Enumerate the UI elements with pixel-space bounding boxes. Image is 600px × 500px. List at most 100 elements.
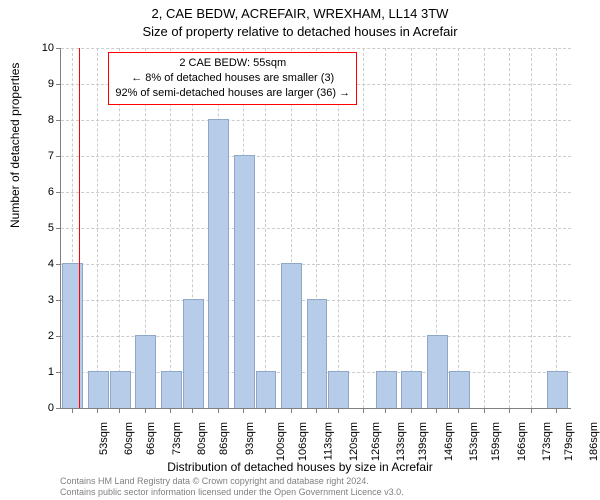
ytick-mark (56, 264, 61, 265)
gridline-v (363, 48, 364, 408)
xtick-mark (363, 408, 364, 413)
xtick-mark (119, 408, 120, 413)
xtick-label: 133sqm (395, 422, 407, 461)
xtick-mark (411, 408, 412, 413)
ytick-label: 3 (14, 294, 54, 306)
ytick-label: 0 (14, 402, 54, 414)
xtick-mark (458, 408, 459, 413)
ytick-label: 7 (14, 150, 54, 162)
xtick-label: 53sqm (98, 422, 110, 455)
ytick-label: 6 (14, 186, 54, 198)
ytick-label: 2 (14, 330, 54, 342)
gridline-v (385, 48, 386, 408)
xtick-mark (218, 408, 219, 413)
info-box-line1: 2 CAE BEDW: 55sqm (115, 56, 350, 71)
xtick-label: 153sqm (468, 422, 480, 461)
ytick-label: 8 (14, 114, 54, 126)
bar (110, 371, 131, 408)
xtick-label: 126sqm (370, 422, 382, 461)
ytick-mark (56, 336, 61, 337)
xtick-mark (192, 408, 193, 413)
xtick-mark (265, 408, 266, 413)
bar (161, 371, 182, 408)
gridline-v (484, 48, 485, 408)
chart-footer: Contains HM Land Registry data © Crown c… (60, 476, 404, 498)
bar (183, 299, 204, 408)
bar (307, 299, 328, 408)
xtick-label: 86sqm (218, 422, 230, 455)
xtick-mark (316, 408, 317, 413)
footer-line1: Contains HM Land Registry data © Crown c… (60, 476, 404, 487)
xtick-label: 73sqm (171, 422, 183, 455)
xtick-mark (436, 408, 437, 413)
footer-line2: Contains public sector information licen… (60, 487, 404, 498)
xtick-label: 93sqm (244, 422, 256, 455)
xtick-label: 106sqm (297, 422, 309, 461)
x-axis-label: Distribution of detached houses by size … (0, 460, 600, 474)
xtick-label: 60sqm (123, 422, 135, 455)
xtick-label: 66sqm (145, 422, 157, 455)
ytick-label: 10 (14, 42, 54, 54)
chart-title-line1: 2, CAE BEDW, ACREFAIR, WREXHAM, LL14 3TW (0, 6, 600, 21)
xtick-label: 80sqm (196, 422, 208, 455)
xtick-label: 166sqm (516, 422, 528, 461)
gridline-v (411, 48, 412, 408)
bar (376, 371, 397, 408)
gridline-v (97, 48, 98, 408)
bar (135, 335, 156, 408)
chart-plot-area: 2 CAE BEDW: 55sqm← 8% of detached houses… (60, 48, 571, 409)
ytick-mark (56, 48, 61, 49)
xtick-label: 146sqm (443, 422, 455, 461)
xtick-mark (243, 408, 244, 413)
xtick-label: 173sqm (541, 422, 553, 461)
xtick-label: 159sqm (490, 422, 502, 461)
ytick-label: 4 (14, 258, 54, 270)
ytick-mark (56, 228, 61, 229)
bar (449, 371, 470, 408)
ytick-label: 9 (14, 78, 54, 90)
ytick-mark (56, 192, 61, 193)
bar (427, 335, 448, 408)
bar (208, 119, 229, 408)
xtick-label: 120sqm (348, 422, 360, 461)
info-box-line3: 92% of semi-detached houses are larger (… (115, 86, 350, 101)
gridline-v (556, 48, 557, 408)
xtick-label: 179sqm (563, 422, 575, 461)
xtick-mark (291, 408, 292, 413)
xtick-mark (72, 408, 73, 413)
xtick-mark (531, 408, 532, 413)
xtick-mark (170, 408, 171, 413)
xtick-mark (484, 408, 485, 413)
xtick-mark (385, 408, 386, 413)
xtick-mark (509, 408, 510, 413)
xtick-mark (97, 408, 98, 413)
bar (234, 155, 255, 408)
ytick-mark (56, 372, 61, 373)
ytick-label: 1 (14, 366, 54, 378)
info-box: 2 CAE BEDW: 55sqm← 8% of detached houses… (108, 52, 357, 105)
gridline-v (458, 48, 459, 408)
ytick-mark (56, 156, 61, 157)
bar (256, 371, 277, 408)
ytick-mark (56, 300, 61, 301)
gridline-v (509, 48, 510, 408)
ytick-mark (56, 408, 61, 409)
xtick-label: 139sqm (417, 422, 429, 461)
bar (328, 371, 349, 408)
ytick-label: 5 (14, 222, 54, 234)
bar (88, 371, 109, 408)
highlight-line (79, 48, 80, 408)
ytick-mark (56, 120, 61, 121)
info-box-line2: ← 8% of detached houses are smaller (3) (115, 71, 350, 86)
xtick-mark (556, 408, 557, 413)
bar (401, 371, 422, 408)
bar (547, 371, 568, 408)
bar (281, 263, 302, 408)
xtick-mark (145, 408, 146, 413)
xtick-label: 186sqm (589, 422, 600, 461)
gridline-v (531, 48, 532, 408)
chart-title-line2: Size of property relative to detached ho… (0, 24, 600, 39)
xtick-mark (338, 408, 339, 413)
xtick-label: 113sqm (322, 422, 334, 460)
bar (62, 263, 83, 408)
